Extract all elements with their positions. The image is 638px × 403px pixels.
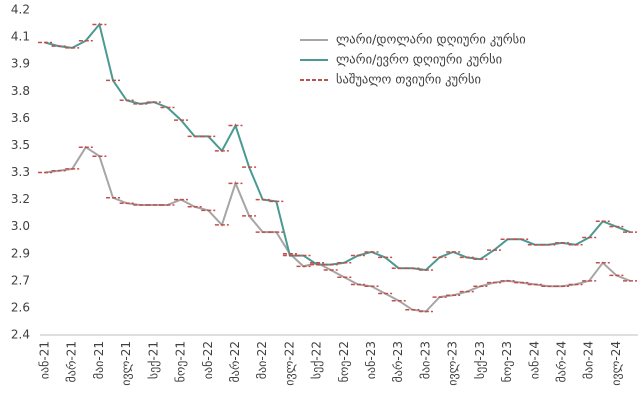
x-tick-label: მარ-22: [228, 341, 242, 383]
x-tick-label: მაი-21: [92, 341, 106, 379]
x-tick-label: ივლ-21: [119, 341, 133, 386]
y-tick-label: 2.6: [11, 300, 30, 314]
y-tick-label: 4.2: [11, 3, 30, 17]
y-tick-label: 2.4: [11, 328, 30, 342]
y-tick-label: 3.9: [11, 57, 30, 71]
x-tick-label: მარ-21: [65, 341, 79, 383]
y-tick-label: 3.8: [11, 84, 30, 98]
x-tick-label: იან-24: [527, 341, 541, 379]
x-tick-label: ივლ-23: [446, 341, 460, 386]
y-tick-label: 3.0: [11, 219, 30, 233]
x-tick-label: მაი-22: [255, 341, 269, 379]
legend-label: ლარი/დოლარი დღიური კურსი: [336, 32, 526, 47]
x-tick-label: ნოე-22: [337, 341, 351, 382]
x-tick-label: მარ-24: [554, 341, 568, 383]
y-tick-label: 2.9: [11, 246, 30, 260]
x-tick-label: ნოე-21: [174, 341, 188, 382]
y-tick-label: 3.6: [11, 111, 30, 125]
x-tick-label: სექ-21: [146, 341, 160, 379]
y-tick-label: 3.5: [11, 138, 30, 152]
x-tick-label: ივლ-24: [609, 341, 623, 386]
y-tick-label: 3.2: [11, 192, 30, 206]
x-tick-label: იან-22: [201, 341, 215, 379]
x-tick-label: ივლ-22: [282, 341, 296, 386]
legend-label: საშუალო თვიური კურსი: [336, 72, 481, 87]
y-tick-label: 4.1: [11, 30, 30, 44]
x-tick-label: იან-21: [38, 341, 52, 379]
x-tick-label: სექ-23: [473, 341, 487, 379]
y-tick-label: 3.3: [11, 165, 30, 179]
x-tick-label: იან-23: [364, 341, 378, 379]
x-tick-label: მაი-23: [418, 341, 432, 379]
legend-label: ლარი/ევრო დღიური კურსი: [336, 52, 502, 67]
x-tick-label: მარ-23: [391, 341, 405, 383]
x-tick-label: მაი-24: [582, 341, 596, 379]
y-tick-label: 2.7: [11, 273, 30, 287]
x-tick-label: ნოე-23: [500, 341, 514, 382]
x-tick-label: სექ-22: [310, 341, 324, 379]
